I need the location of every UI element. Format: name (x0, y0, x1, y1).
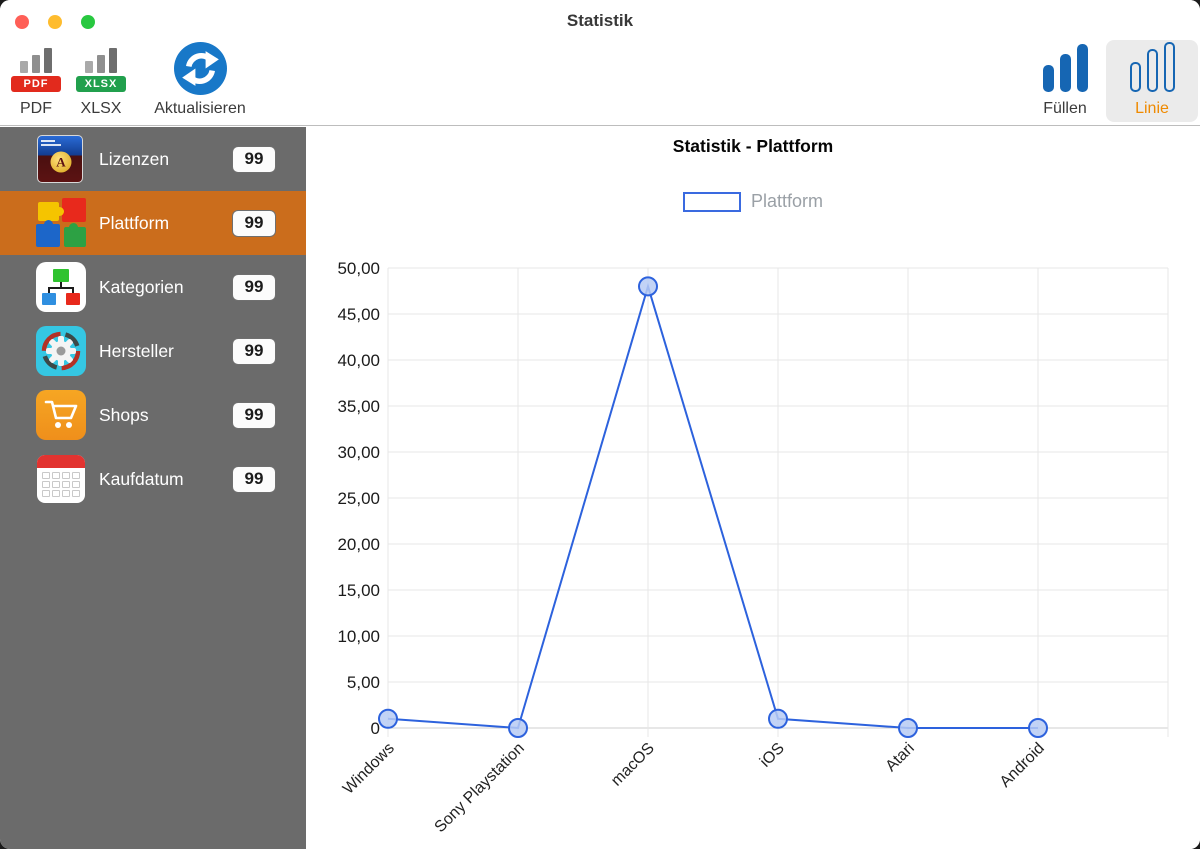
gear-icon (36, 326, 86, 376)
data-point-marker (898, 718, 918, 738)
x-category-label: Android (997, 740, 1048, 791)
sidebar: A Lizenzen 99 Plattform 99 (0, 127, 306, 849)
fill-mode-button[interactable]: Füllen (1030, 42, 1100, 117)
y-tick-label: 50,00 (337, 259, 380, 278)
y-tick-label: 20,00 (337, 535, 380, 554)
pdf-label: PDF (20, 100, 52, 117)
sidebar-item-hersteller[interactable]: Hersteller 99 (0, 319, 306, 383)
zoom-button[interactable] (81, 15, 95, 29)
sidebar-item-kaufdatum[interactable]: Kaufdatum 99 (0, 447, 306, 511)
refresh-icon (173, 42, 227, 95)
series-line (387, 282, 1038, 730)
pdf-chart-icon: PDF (10, 42, 62, 95)
data-point-marker (638, 276, 658, 297)
data-point-marker (768, 708, 788, 729)
x-category-label: Sony Playstation (432, 740, 528, 836)
count-badge: 99 (232, 401, 276, 429)
outlined-bars-icon (1126, 42, 1178, 95)
chart-legend: Plattform (306, 191, 1200, 212)
y-tick-label: 45,00 (337, 305, 380, 324)
sidebar-item-label: Kaufdatum (99, 468, 184, 489)
count-badge: 99 (232, 465, 276, 493)
line-chart: 0 5,00 10,00 15,00 20,00 25,00 30,00 35,00 40,00… (337, 259, 1169, 836)
x-category-label: macOS (608, 740, 658, 790)
x-category-label: Windows (340, 740, 398, 798)
filled-bars-icon (1039, 42, 1091, 95)
x-category-label: iOS (757, 740, 788, 771)
count-badge: 99 (232, 145, 276, 173)
sidebar-item-lizenzen[interactable]: A Lizenzen 99 (0, 127, 306, 191)
sidebar-item-kategorien[interactable]: Kategorien 99 (0, 255, 306, 319)
data-point-marker (1028, 718, 1048, 738)
y-tick-label: 15,00 (337, 581, 380, 600)
legend-label: Plattform (750, 191, 824, 211)
y-tick-label: 5,00 (347, 673, 380, 692)
line-mode-button[interactable]: Linie (1106, 40, 1198, 122)
sidebar-item-plattform[interactable]: Plattform 99 (0, 191, 306, 255)
puzzle-icon (36, 198, 86, 248)
refresh-button[interactable]: Aktualisieren (144, 42, 256, 117)
xlsx-chart-icon: XLSX (75, 42, 127, 95)
y-tick-label: 10,00 (337, 627, 380, 646)
data-point-marker (378, 708, 398, 729)
count-badge: 99 (232, 273, 276, 301)
line-label: Linie (1135, 100, 1169, 117)
fill-label: Füllen (1043, 100, 1087, 117)
sidebar-item-label: Plattform (99, 212, 170, 233)
sidebar-item-label: Hersteller (99, 340, 174, 361)
y-tick-label: 30,00 (337, 443, 380, 462)
x-category-label: Atari (883, 740, 918, 775)
sidebar-item-shops[interactable]: Shops 99 (0, 383, 306, 447)
pdf-badge: PDF (11, 76, 61, 92)
toolbar: Statistik PDF PDF XLSX XLSX (0, 0, 1200, 126)
close-button[interactable] (15, 15, 29, 29)
sidebar-item-label: Shops (99, 404, 149, 425)
sidebar-item-label: Kategorien (99, 276, 184, 297)
calendar-icon (36, 454, 86, 504)
export-xlsx-button[interactable]: XLSX XLSX (71, 42, 131, 117)
y-tick-label: 0 (371, 719, 380, 738)
window-title: Statistik (566, 11, 634, 30)
xlsx-badge: XLSX (76, 76, 126, 92)
count-badge: 99 (232, 209, 276, 237)
license-app-icon: A (36, 134, 86, 184)
count-badge: 99 (232, 337, 276, 365)
legend-swatch (682, 191, 741, 212)
chart-panel: Statistik - Plattform Plattform 0 5,00 10,… (306, 127, 1200, 849)
export-pdf-button[interactable]: PDF PDF (8, 42, 64, 117)
hierarchy-icon (36, 262, 86, 312)
sidebar-item-label: Lizenzen (99, 148, 170, 169)
cart-icon (36, 390, 86, 440)
minimize-button[interactable] (48, 15, 62, 29)
data-point-marker (508, 718, 528, 738)
refresh-label: Aktualisieren (154, 100, 246, 117)
y-tick-label: 40,00 (337, 351, 380, 370)
y-tick-label: 25,00 (337, 489, 380, 508)
chart-title: Statistik - Plattform (672, 136, 834, 156)
y-tick-label: 35,00 (337, 397, 380, 416)
xlsx-label: XLSX (80, 100, 122, 117)
